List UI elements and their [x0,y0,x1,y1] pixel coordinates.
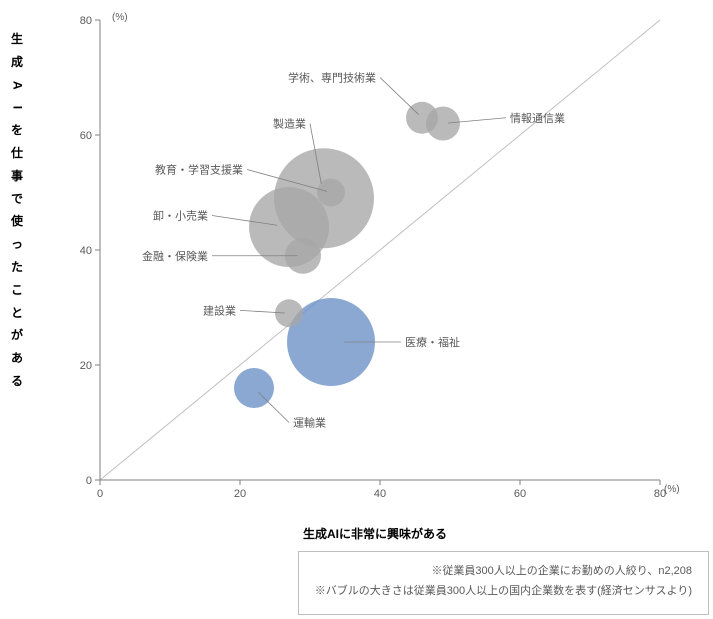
bubble-label: 製造業 [273,117,306,131]
y-axis-title: 生成AIを仕事で使ったことがある [10,28,24,393]
svg-text:80: 80 [80,15,92,27]
bubble-label: 学術、専門技術業 [288,71,376,85]
bubble-label: 医療・福祉 [405,335,460,349]
svg-text:60: 60 [80,130,92,142]
svg-text:40: 40 [80,245,92,257]
svg-text:(%): (%) [664,484,680,495]
svg-text:20: 20 [80,360,92,372]
bubble-label: 建設業 [203,303,236,317]
bubble-label: 卸・小売業 [153,209,208,223]
svg-text:60: 60 [514,488,526,500]
bubble-label: 運輸業 [293,416,326,430]
svg-text:(%): (%) [112,12,128,23]
svg-text:40: 40 [374,488,386,500]
x-axis-title: 生成AIに非常に興味がある [60,525,690,542]
bubble-chart: 020406080020406080(%)(%)製造業卸・小売業金融・保険業教育… [60,10,690,510]
bubble-label: 金融・保険業 [142,249,208,263]
bubble-建設業 [275,299,303,327]
footnote-box: ※従業員300人以上の企業にお勤めの人絞り、n2,208 ※バブルの大きさは従業… [298,551,709,615]
bubble-label: 情報通信業 [510,112,565,125]
footnote-line: ※従業員300人以上の企業にお勤めの人絞り、n2,208 [315,562,692,582]
bubble-label: 教育・学習支援業 [155,163,243,177]
footnote-line: ※バブルの大きさは従業員300人以上の国内企業数を表す(経済センサスより) [315,582,692,602]
svg-text:0: 0 [97,488,103,500]
svg-text:0: 0 [86,475,92,487]
svg-text:20: 20 [234,488,246,500]
